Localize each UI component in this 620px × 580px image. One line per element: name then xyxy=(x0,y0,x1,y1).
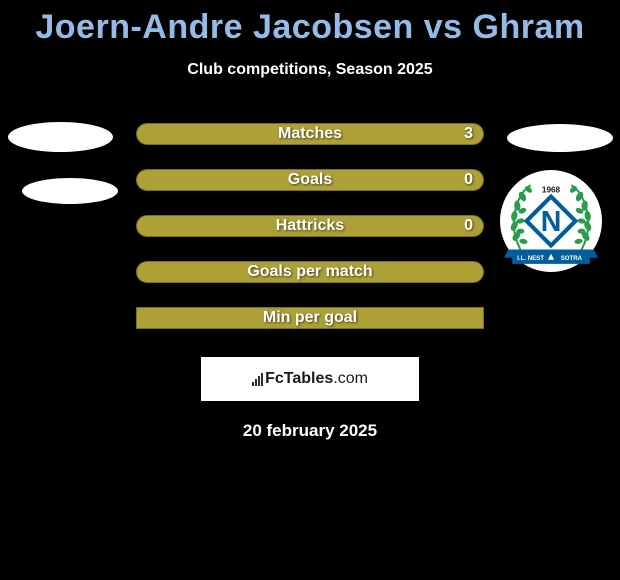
stat-value: 0 xyxy=(464,171,473,189)
stat-label: Matches xyxy=(278,125,342,143)
crest-banner-right: SOTRA xyxy=(561,255,583,262)
date-text: 20 february 2025 xyxy=(0,421,620,441)
decorative-ellipse-left-2 xyxy=(22,178,118,204)
chart-bars-icon xyxy=(252,372,263,386)
club-crest: 1968 N I.L. NEST SOTRA xyxy=(500,170,602,272)
stat-bar-goals-per-match: Goals per match xyxy=(136,261,484,283)
stat-bar-matches: Matches 3 xyxy=(136,123,484,145)
fctables-logo: FcTables.com xyxy=(252,370,368,388)
page-title: Joern-Andre Jacobsen vs Ghram xyxy=(0,0,620,47)
crest-banner-left: I.L. NEST xyxy=(517,255,544,262)
logo-text: FcTables.com xyxy=(265,370,368,388)
crest-year: 1968 xyxy=(542,185,561,194)
stat-label: Hattricks xyxy=(276,217,344,235)
stat-label: Min per goal xyxy=(263,309,357,327)
page-subtitle: Club competitions, Season 2025 xyxy=(0,61,620,79)
stat-value: 0 xyxy=(464,217,473,235)
decorative-ellipse-right-1 xyxy=(507,124,613,152)
decorative-ellipse-left-1 xyxy=(8,122,113,152)
stat-bar-goals: Goals 0 xyxy=(136,169,484,191)
stat-bar-hattricks: Hattricks 0 xyxy=(136,215,484,237)
stat-label: Goals xyxy=(288,171,332,189)
stat-bar-min-per-goal: Min per goal xyxy=(136,307,484,329)
fctables-logo-box: FcTables.com xyxy=(201,357,419,401)
crest-letter: N xyxy=(541,206,562,238)
stat-label: Goals per match xyxy=(247,263,372,281)
logo-text-bold: FcTables xyxy=(265,370,333,387)
logo-text-light: .com xyxy=(333,370,368,387)
stat-value: 3 xyxy=(464,125,473,143)
